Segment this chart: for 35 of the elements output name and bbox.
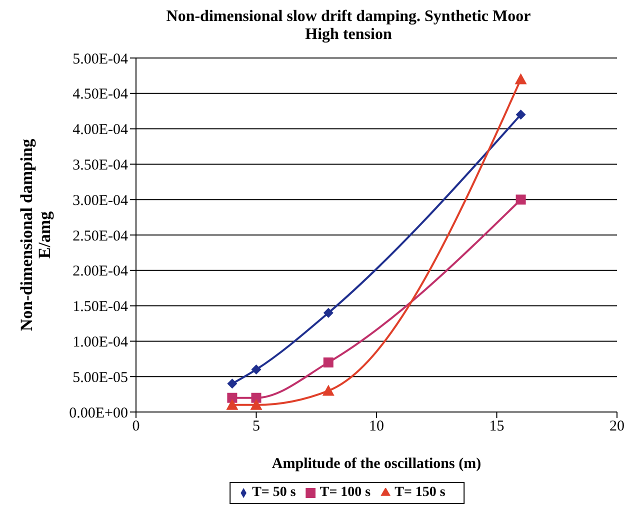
point [322, 384, 334, 396]
point [251, 392, 262, 403]
point [227, 378, 238, 389]
y-tick-label: 5.00E-05 [72, 370, 128, 386]
x-axis-title: Amplitude of the oscillations (m) [272, 456, 482, 472]
x-tick-label: 15 [489, 418, 504, 435]
y-tick-label: 3.00E-04 [72, 192, 128, 209]
y-tick-label: 3.50E-04 [72, 158, 128, 174]
y-tick-label: 2.00E-04 [72, 264, 128, 280]
y-tick-label: 4.00E-04 [72, 122, 128, 138]
point [227, 392, 238, 403]
legend-label: T= 150 s [394, 485, 446, 500]
point [226, 398, 238, 410]
chart-title: Non-dimensional slow drift damping. Synthetic Moor [165, 8, 532, 26]
y-tick-label: 2.50E-04 [72, 228, 128, 244]
y-tick-label: 0.00E+00 [69, 405, 128, 422]
point [251, 364, 262, 375]
y-tick-label: 5.00E-04 [72, 51, 128, 68]
y-axis-title: Non-dimensional damping E/amg [17, 138, 54, 332]
legend-label: T= 100 s [320, 485, 371, 500]
point [514, 73, 527, 84]
y-tick-label: 1.00E-04 [72, 334, 128, 351]
point [250, 398, 262, 410]
y-tick-label: 4.50E-04 [72, 86, 128, 103]
x-tick-label: 5 [252, 418, 260, 435]
point [323, 308, 334, 318]
point [516, 194, 526, 205]
point [323, 357, 334, 368]
point [516, 110, 526, 120]
x-tick-label: 0 [132, 418, 140, 435]
y-tick-label: 1.50E-04 [72, 299, 128, 316]
x-tick-label: 20 [610, 418, 624, 435]
x-tick-label: 10 [369, 418, 384, 435]
legend-label: T= 50 s [252, 485, 296, 500]
chart-subtitle: High tension [304, 26, 393, 44]
